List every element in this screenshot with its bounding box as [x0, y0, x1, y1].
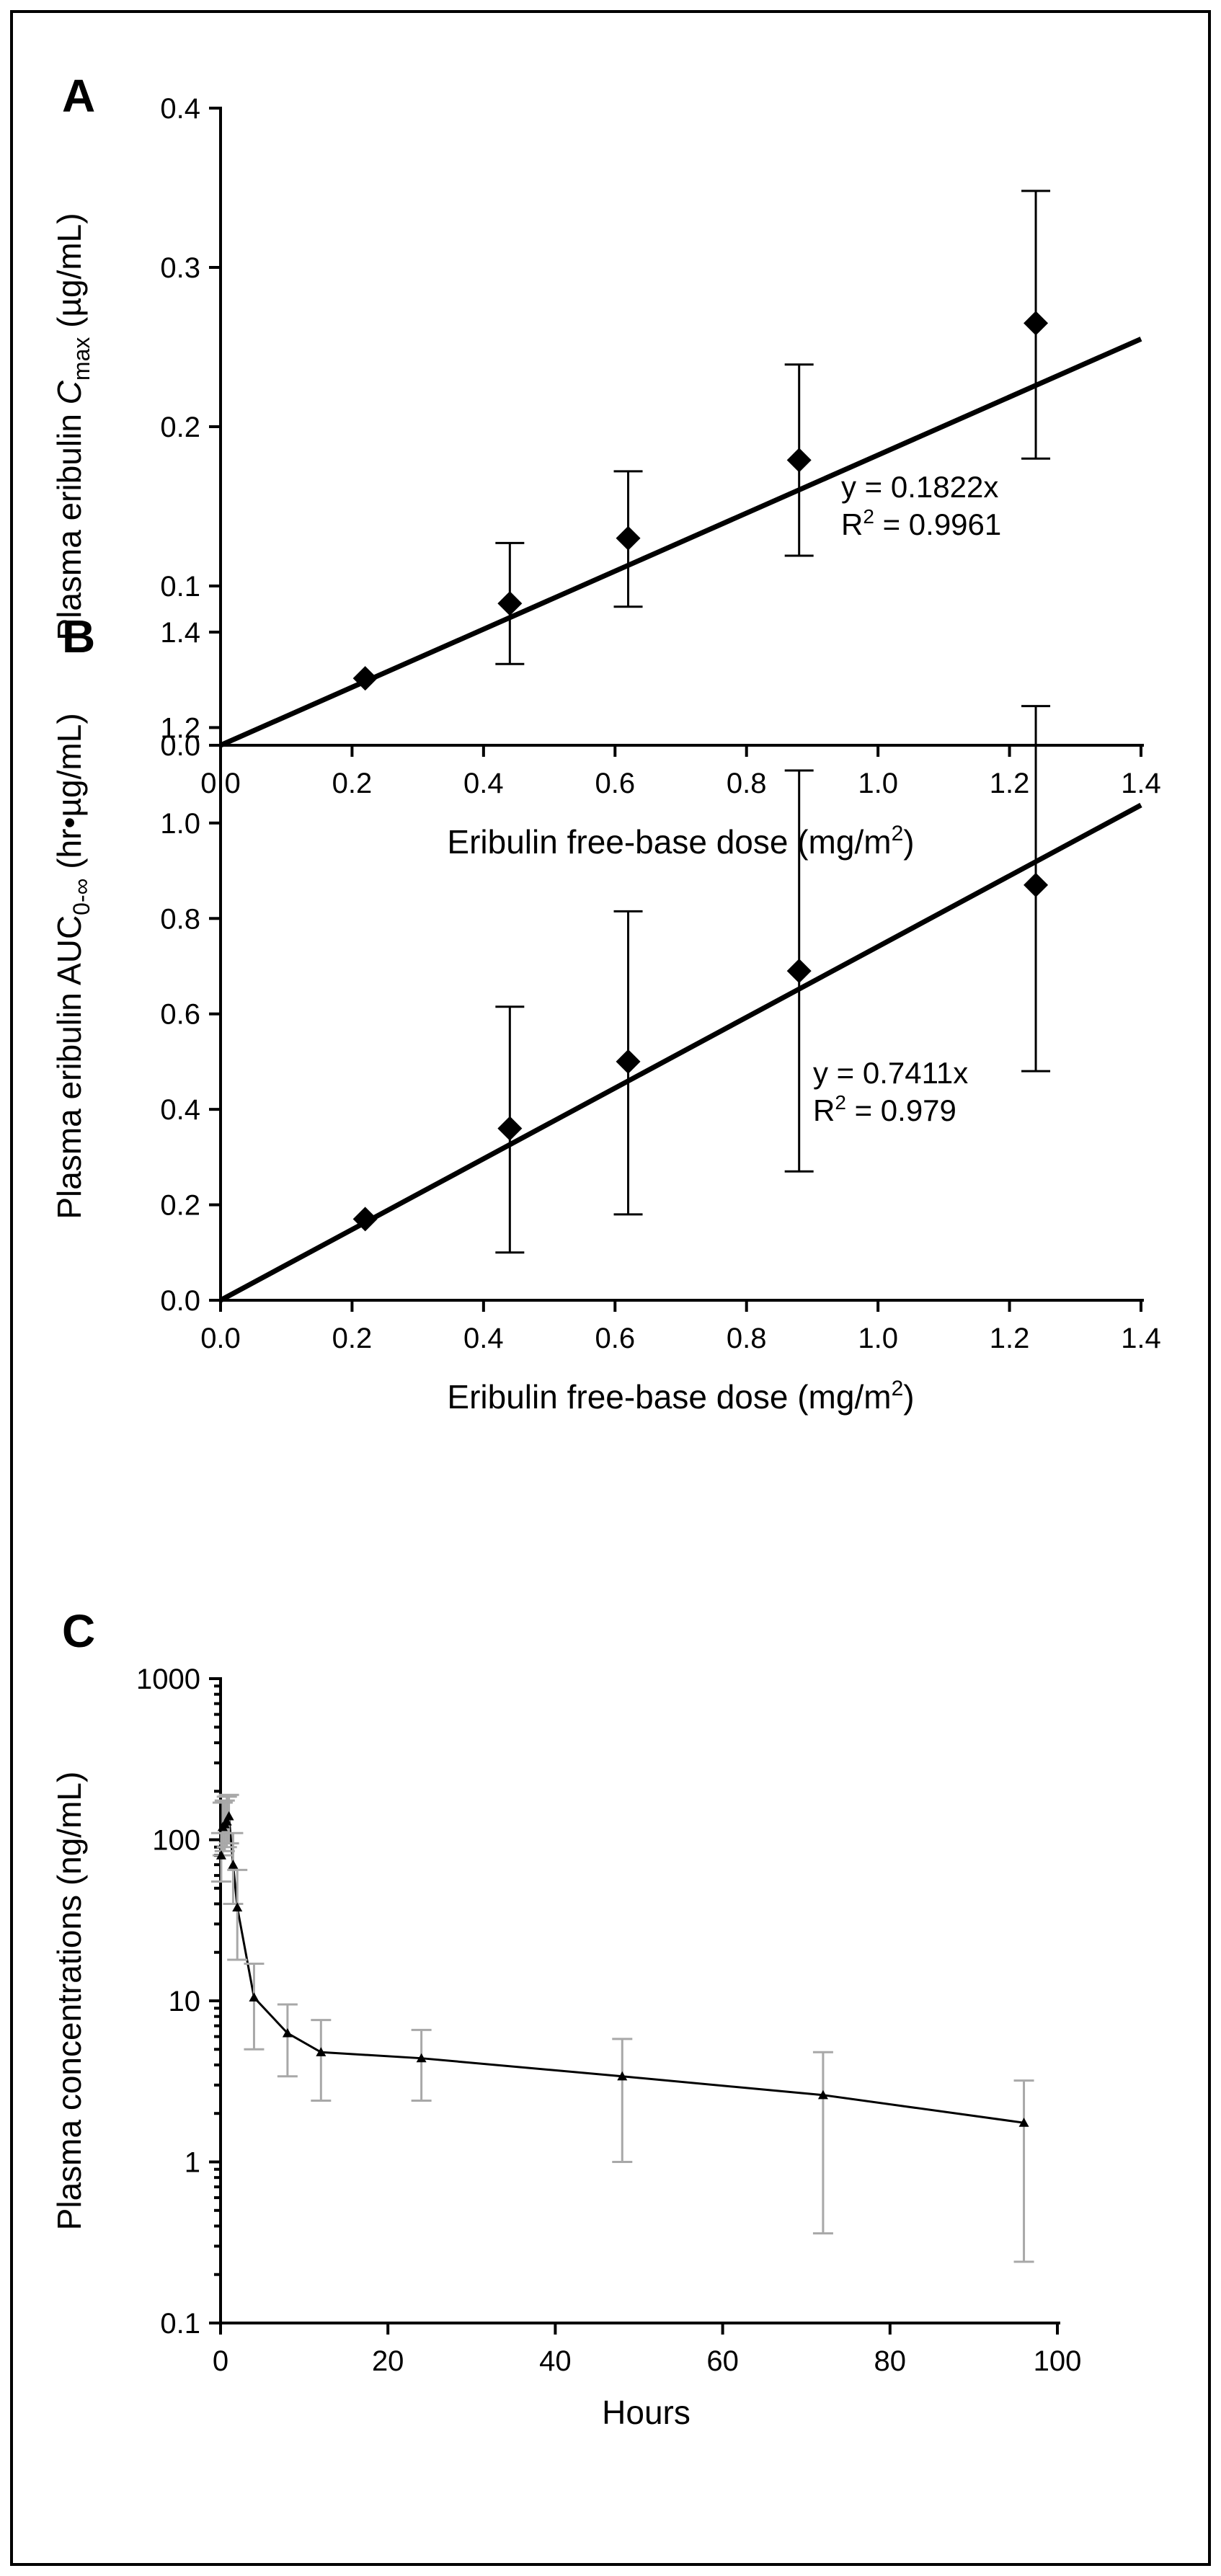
panel-letter: C: [62, 1605, 95, 1657]
y-tick-label: 0.2: [160, 1190, 200, 1222]
fit-r-squared: R2 = 0.9961: [841, 505, 1001, 541]
data-point: [1024, 872, 1049, 897]
error-bar: [812, 2051, 833, 2235]
x-tick-label: 0.2: [332, 1323, 373, 1354]
x-tick-label: 60: [706, 2345, 739, 2377]
axes: 0.0 0.2 0.4 0.6 0.8 1.0 1.2 1.4 0.0 0.2 0.4 0.6 0.8 1…: [160, 617, 1160, 1354]
fit-equation: y = 0.1822x: [841, 470, 998, 504]
y-axis-title: Plasma eribulin Cmax (µg/mL): [50, 213, 94, 640]
y-tick-label: 0.0: [160, 730, 200, 762]
x-tick-label: 40: [539, 2345, 572, 2377]
data-point: [282, 2028, 293, 2038]
data-point: [617, 2071, 628, 2081]
data-point: [228, 1860, 239, 1869]
y-tick-label: 0.4: [160, 1094, 200, 1126]
y-tick-label: 0.0: [160, 1285, 200, 1317]
error-bar: [1013, 2079, 1034, 2263]
panel-letter: B: [62, 610, 95, 662]
y-tick-label: 0.8: [160, 903, 200, 935]
data-point: [786, 448, 812, 473]
data-point: [1024, 311, 1049, 336]
y-tick-label: 0.6: [160, 999, 200, 1031]
error-bar: [244, 1962, 265, 2051]
fit-equation: y = 0.7411x: [813, 1056, 968, 1090]
y-tick-label: 1: [185, 2147, 200, 2179]
figure-frame: [10, 10, 1211, 2566]
data-point: [221, 1816, 232, 1826]
data-point: [616, 1049, 641, 1074]
y-axis-title: Plasma eribulin AUC0-∞ (hr•µg/mL): [50, 713, 94, 1219]
data-point: [352, 1207, 378, 1232]
panel-letter: A: [62, 70, 95, 122]
data-point: [817, 2089, 828, 2100]
error-bar: [227, 1868, 248, 1961]
y-tick-label: 1000: [136, 1664, 200, 1695]
x-axis-title: Eribulin free-base dose (mg/m2): [447, 1377, 914, 1416]
x-tick-label: 1.0: [858, 768, 898, 799]
regression-line: [219, 337, 1142, 748]
data-point: [316, 2047, 327, 2056]
x-tick-label: 0.0: [200, 1323, 241, 1354]
y-tick-label: 0.1: [160, 571, 200, 603]
y-tick-label: 0.3: [160, 252, 200, 284]
data-point: [616, 525, 641, 551]
y-tick-label: 1.4: [160, 617, 200, 649]
y-tick-label: 10: [169, 1986, 201, 2017]
x-axis-title: Hours: [602, 2394, 691, 2431]
y-tick-label: 1.2: [160, 712, 200, 744]
panel-c: C 0 20 40 60 80 100 0.1 1 10 100 1000 Hours Plasma co…: [50, 1605, 1081, 2431]
x-tick-label: 100: [1034, 2345, 1082, 2377]
x-tick-label: 0.6: [595, 1323, 635, 1354]
y-tick-label: 0.2: [160, 412, 200, 443]
x-tick-label: 0.6: [595, 768, 635, 799]
x-tick-label: 0.4: [463, 768, 504, 799]
data-point: [249, 1992, 259, 2002]
x-tick-label: 1.0: [858, 1323, 898, 1354]
error-bar: [311, 2019, 332, 2102]
x-tick-label: 80: [874, 2345, 907, 2377]
data-point: [352, 666, 378, 691]
y-axis-title: Plasma concentrations (ng/mL): [50, 1772, 88, 2231]
data-point: [223, 1811, 234, 1821]
data-point: [416, 2053, 427, 2063]
y-tick-label: 0.1: [160, 2308, 200, 2340]
x-tick-label: 1.4: [1121, 768, 1161, 799]
data-point: [232, 1902, 243, 1912]
data-point: [216, 1850, 226, 1860]
x-tick-label: 0.8: [727, 1323, 767, 1354]
y-tick-label: 100: [152, 1825, 200, 1857]
x-tick-label: 1.4: [1121, 1323, 1161, 1354]
panel-a: A0.0 0.2 0.4 0.6 0.8 1.0 1.2 1.40.00.10.20.30.4…: [50, 70, 1161, 861]
x-tick-label: 0.2: [332, 768, 373, 799]
panel-b: B 0.0 0.2 0.4 0.6 0.8 1.0 1.2 1.4 0.0 0.2 0.4 0.6 0.8…: [50, 610, 1161, 1416]
axes: 0 20 40 60 80 100 0.1 1 10 100 1000: [136, 1664, 1081, 2377]
x-tick-label: 0: [213, 2345, 228, 2377]
data-point: [497, 591, 523, 616]
axes: 0.0 0.2 0.4 0.6 0.8 1.0 1.2 1.40.00.10.20.30.4: [160, 93, 1160, 799]
y-tick-label: 1.0: [160, 808, 200, 840]
x-axis-title: Eribulin free-base dose (mg/m2): [447, 822, 914, 861]
data-point: [1018, 2118, 1029, 2127]
x-tick-label: 0.8: [727, 768, 767, 799]
error-bar: [277, 2003, 298, 2078]
error-bar: [612, 2038, 633, 2163]
regression-line: [219, 802, 1142, 1303]
y-tick-label: 0.4: [160, 93, 200, 125]
x-tick-label: 1.2: [990, 768, 1030, 799]
x-tick-label: 1.2: [990, 1323, 1030, 1354]
data-point: [786, 959, 812, 984]
x-tick-label: 20: [372, 2345, 404, 2377]
data-point: [497, 1116, 523, 1141]
fit-r-squared: R2 = 0.979: [813, 1091, 956, 1127]
x-tick-label: 0.4: [463, 1323, 504, 1354]
error-bar: [411, 2028, 432, 2102]
